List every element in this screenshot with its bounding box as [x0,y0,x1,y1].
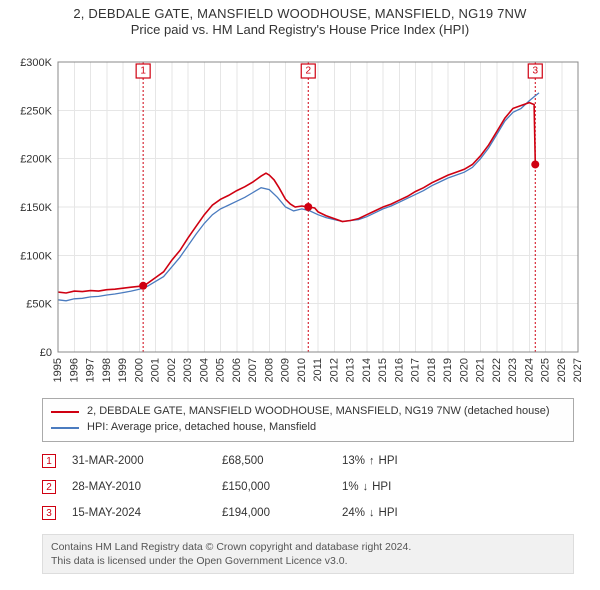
events-table: 131-MAR-2000£68,50013%↑HPI228-MAY-2010£1… [42,448,574,526]
svg-text:2021: 2021 [475,358,487,382]
legend: 2, DEBDALE GATE, MANSFIELD WOODHOUSE, MA… [42,398,574,442]
event-diff: 1%↓HPI [342,481,462,493]
event-marker: 2 [42,480,56,494]
svg-text:2012: 2012 [328,358,340,382]
chart-svg: £0 £50K £100K £150K £200K £250K £300K 1995 1996 1… [10,48,590,388]
svg-text:£150K: £150K [20,202,52,214]
footer-line1: Contains HM Land Registry data © Crown c… [51,540,565,554]
event-price: £150,000 [222,481,342,493]
legend-swatch [51,427,79,429]
svg-text:1996: 1996 [68,358,80,382]
legend-label: 2, DEBDALE GATE, MANSFIELD WOODHOUSE, MA… [87,404,550,420]
svg-text:2007: 2007 [247,358,259,382]
svg-text:1997: 1997 [85,358,97,382]
svg-text:£200K: £200K [20,154,52,166]
svg-text:1995: 1995 [52,358,64,382]
svg-text:£0: £0 [40,347,52,359]
event-price: £68,500 [222,455,342,467]
svg-text:2023: 2023 [507,358,519,382]
svg-text:1999: 1999 [117,358,129,382]
svg-text:2019: 2019 [442,358,454,382]
event-row: 3 15-MAY-2024£194,00024%↓HPI [42,500,574,526]
svg-text:2018: 2018 [426,358,438,382]
arrow-up-icon: ↑ [369,455,375,467]
svg-text:3: 3 [532,66,538,77]
event-price: £194,000 [222,507,342,519]
svg-text:£300K: £300K [20,57,52,69]
event-diff: 13%↑HPI [342,455,462,467]
event-diff: 24%↓HPI [342,507,462,519]
svg-text:2020: 2020 [458,358,470,382]
chart-title: 2, DEBDALE GATE, MANSFIELD WOODHOUSE, MA… [0,0,600,39]
title-line1: 2, DEBDALE GATE, MANSFIELD WOODHOUSE, MA… [0,6,600,22]
svg-text:2013: 2013 [345,358,357,382]
event-marker: 3 [42,506,56,520]
svg-text:2024: 2024 [523,358,535,382]
svg-text:2025: 2025 [540,358,552,382]
event-date: 15-MAY-2024 [72,507,222,519]
arrow-down-icon: ↓ [363,481,369,493]
legend-label: HPI: Average price, detached house, Mans… [87,420,316,436]
svg-text:£250K: £250K [20,105,52,117]
svg-text:2016: 2016 [393,358,405,382]
svg-text:2004: 2004 [198,358,210,382]
svg-text:2005: 2005 [215,358,227,382]
legend-swatch [51,411,79,413]
footer-line2: This data is licensed under the Open Gov… [51,554,565,568]
svg-text:2000: 2000 [133,358,145,382]
title-line2: Price paid vs. HM Land Registry's House … [0,22,600,38]
svg-text:2014: 2014 [361,358,373,382]
svg-text:2002: 2002 [166,358,178,382]
event-row: 1 31-MAR-2000£68,50013%↑HPI [42,448,574,474]
svg-text:2: 2 [305,66,311,77]
svg-text:2027: 2027 [572,358,584,382]
svg-text:2010: 2010 [296,358,308,382]
event-date: 31-MAR-2000 [72,455,222,467]
svg-text:1998: 1998 [101,358,113,382]
event-marker: 1 [42,454,56,468]
svg-text:£50K: £50K [26,299,52,311]
svg-text:2006: 2006 [231,358,243,382]
svg-text:2017: 2017 [410,358,422,382]
svg-text:2011: 2011 [312,358,324,382]
svg-text:2015: 2015 [377,358,389,382]
svg-text:2009: 2009 [280,358,292,382]
chart-area: £0 £50K £100K £150K £200K £250K £300K 1995 1996 1… [10,48,590,388]
legend-row: HPI: Average price, detached house, Mans… [51,420,565,436]
footer: Contains HM Land Registry data © Crown c… [42,534,574,574]
svg-text:2008: 2008 [263,358,275,382]
svg-text:2001: 2001 [150,358,162,382]
svg-text:2022: 2022 [491,358,503,382]
svg-text:2003: 2003 [182,358,194,382]
arrow-down-icon: ↓ [369,507,375,519]
svg-text:2026: 2026 [556,358,568,382]
legend-row: 2, DEBDALE GATE, MANSFIELD WOODHOUSE, MA… [51,404,565,420]
svg-text:1: 1 [140,66,146,77]
svg-text:£100K: £100K [20,250,52,262]
event-row: 2 28-MAY-2010£150,0001%↓HPI [42,474,574,500]
event-date: 28-MAY-2010 [72,481,222,493]
